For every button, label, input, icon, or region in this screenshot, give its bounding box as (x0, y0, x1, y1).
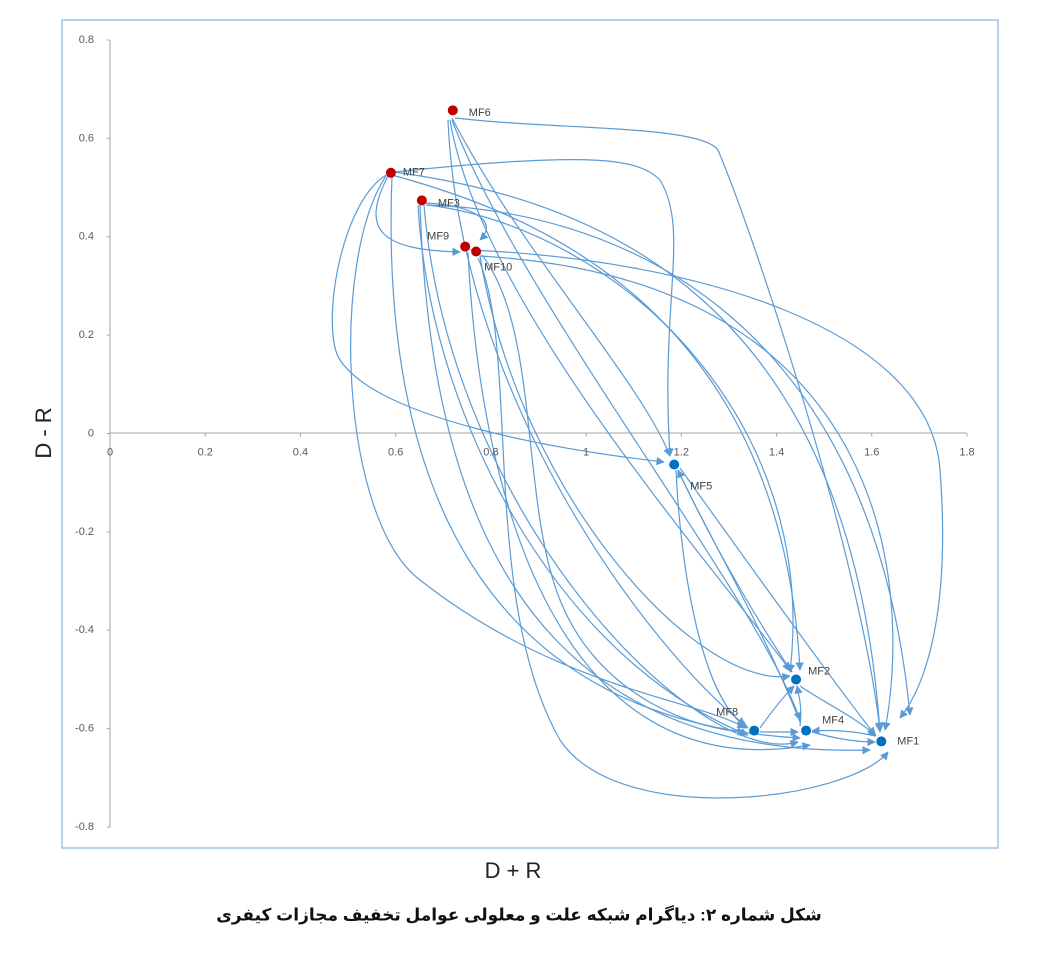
x-tick-label: 0.2 (198, 446, 213, 458)
node-label: MF1 (897, 735, 919, 747)
node-label: MF8 (716, 706, 738, 718)
x-tick-label: 1.4 (769, 446, 784, 458)
y-tick-label: -0.2 (75, 526, 94, 538)
node-point (876, 736, 887, 747)
x-tick-label: 0.8 (483, 446, 498, 458)
y-tick-label: -0.8 (75, 821, 94, 833)
node-label: MF3 (438, 197, 460, 209)
y-tick-label: -0.4 (75, 624, 94, 636)
node-point (801, 725, 812, 736)
y-axis-title: D - R (31, 407, 56, 458)
x-tick-label: 1 (583, 446, 589, 458)
node-point (416, 195, 427, 206)
x-axis-title: D + R (485, 858, 542, 883)
node-label: MF6 (469, 107, 491, 119)
y-tick-label: 0.6 (79, 132, 94, 144)
caption: شکل شماره ۲: دیاگرام شبکه علت و معلولی ع… (216, 904, 822, 925)
node-point (669, 459, 680, 470)
node-point (447, 105, 458, 116)
network-arrows (331, 117, 944, 799)
chart-frame (61, 19, 999, 849)
node-label: MF5 (690, 480, 712, 492)
x-tick-label: 1.6 (864, 446, 879, 458)
node-label: MF7 (403, 167, 425, 179)
node-point (460, 241, 471, 252)
y-tick-label: 0.2 (79, 329, 94, 341)
x-tick-label: 1.2 (674, 446, 689, 458)
node-point (385, 167, 396, 178)
node-point (791, 674, 802, 685)
node-label: MF2 (808, 665, 830, 677)
x-tick-label: 0 (107, 446, 113, 458)
node-label: MF9 (427, 230, 449, 242)
node-point (749, 725, 760, 736)
node-label: MF4 (822, 714, 844, 726)
y-tick-label: 0.4 (79, 231, 94, 243)
x-tick-label: 0.4 (293, 446, 308, 458)
x-tick-label: 1.8 (959, 446, 974, 458)
y-tick-label: -0.6 (75, 723, 94, 735)
node-point (471, 246, 482, 257)
y-tick-label: 0 (88, 427, 94, 439)
y-tick-label: 0.8 (79, 34, 94, 46)
node-label: MF10 (484, 261, 512, 273)
x-tick-label: 0.6 (388, 446, 403, 458)
